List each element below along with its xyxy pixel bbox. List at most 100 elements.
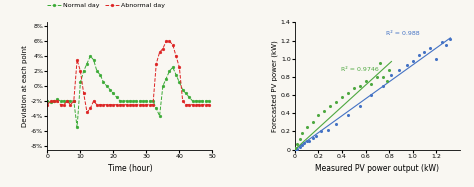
- Normal day: [180, 89, 185, 91]
- Abnormal day: [124, 104, 129, 106]
- Normal day: [124, 100, 129, 102]
- Abnormal day: [186, 104, 192, 106]
- Point: [317, 130, 325, 133]
- Point: [305, 139, 313, 142]
- Abnormal day: [167, 40, 173, 42]
- X-axis label: Time (hour): Time (hour): [108, 164, 152, 173]
- Abnormal day: [81, 92, 87, 95]
- Normal day: [68, 100, 73, 102]
- Normal day: [104, 85, 109, 87]
- Point: [332, 101, 340, 104]
- Point: [374, 75, 381, 78]
- Point: [315, 114, 322, 117]
- Normal day: [150, 100, 156, 102]
- Abnormal day: [117, 104, 123, 106]
- Line: Normal day: Normal day: [46, 55, 210, 128]
- Point: [409, 59, 417, 62]
- Normal day: [120, 100, 126, 102]
- Normal day: [147, 100, 153, 102]
- Point: [338, 95, 346, 98]
- Abnormal day: [180, 100, 185, 102]
- Normal day: [87, 55, 93, 57]
- Normal day: [190, 100, 195, 102]
- Abnormal day: [68, 104, 73, 106]
- Point: [344, 92, 352, 95]
- Point: [368, 94, 375, 97]
- Text: R² = 0.988: R² = 0.988: [385, 31, 419, 36]
- Point: [303, 140, 310, 143]
- Normal day: [114, 96, 119, 98]
- Normal day: [64, 100, 70, 102]
- Abnormal day: [206, 104, 212, 106]
- Normal day: [200, 100, 205, 102]
- Point: [442, 44, 449, 47]
- X-axis label: Measured PV power output (kW): Measured PV power output (kW): [315, 164, 439, 173]
- Normal day: [167, 70, 173, 72]
- Abnormal day: [74, 59, 80, 61]
- Point: [291, 148, 299, 151]
- Normal day: [140, 100, 146, 102]
- Abnormal day: [61, 104, 67, 106]
- Abnormal day: [127, 104, 133, 106]
- Point: [320, 110, 328, 113]
- Abnormal day: [200, 104, 205, 106]
- Abnormal day: [173, 55, 179, 57]
- Normal day: [203, 100, 209, 102]
- Abnormal day: [144, 104, 149, 106]
- Normal day: [154, 107, 159, 110]
- Abnormal day: [160, 47, 166, 50]
- Point: [420, 50, 428, 53]
- Point: [385, 68, 393, 71]
- Abnormal day: [97, 104, 103, 106]
- Normal day: [71, 100, 77, 102]
- Point: [291, 146, 299, 149]
- Normal day: [74, 126, 80, 128]
- Normal day: [51, 100, 57, 102]
- Abnormal day: [100, 104, 106, 106]
- Point: [296, 137, 303, 140]
- Normal day: [144, 100, 149, 102]
- Normal day: [81, 70, 87, 72]
- Normal day: [91, 59, 96, 61]
- Abnormal day: [104, 104, 109, 106]
- Normal day: [107, 89, 113, 91]
- Abnormal day: [87, 107, 93, 110]
- Abnormal day: [150, 104, 156, 106]
- Point: [332, 123, 340, 126]
- Point: [309, 136, 316, 139]
- Normal day: [186, 96, 192, 98]
- Normal day: [127, 100, 133, 102]
- Point: [356, 105, 364, 108]
- Abnormal day: [48, 100, 54, 102]
- Abnormal day: [55, 100, 60, 102]
- Abnormal day: [114, 104, 119, 106]
- Abnormal day: [203, 104, 209, 106]
- Normal day: [84, 62, 90, 65]
- Normal day: [78, 81, 83, 83]
- Point: [312, 134, 320, 137]
- Y-axis label: Forecasted PV power (kW): Forecasted PV power (kW): [272, 40, 278, 132]
- Normal day: [164, 77, 169, 80]
- Normal day: [55, 98, 60, 101]
- Abnormal day: [58, 104, 64, 106]
- Abnormal day: [91, 100, 96, 102]
- Y-axis label: Deviation at each point: Deviation at each point: [22, 45, 28, 127]
- Point: [383, 80, 391, 83]
- Normal day: [176, 81, 182, 83]
- Normal day: [117, 100, 123, 102]
- Normal day: [61, 100, 67, 102]
- Point: [298, 144, 306, 147]
- Normal day: [45, 100, 50, 102]
- Abnormal day: [64, 100, 70, 102]
- Normal day: [157, 115, 163, 117]
- Point: [350, 86, 357, 89]
- Normal day: [183, 92, 189, 95]
- Point: [376, 62, 383, 65]
- Normal day: [170, 66, 175, 68]
- Abnormal day: [140, 104, 146, 106]
- Point: [301, 142, 308, 145]
- Point: [298, 132, 306, 135]
- Normal day: [110, 92, 116, 95]
- Text: R² = 0.9746: R² = 0.9746: [341, 67, 379, 72]
- Normal day: [48, 101, 54, 104]
